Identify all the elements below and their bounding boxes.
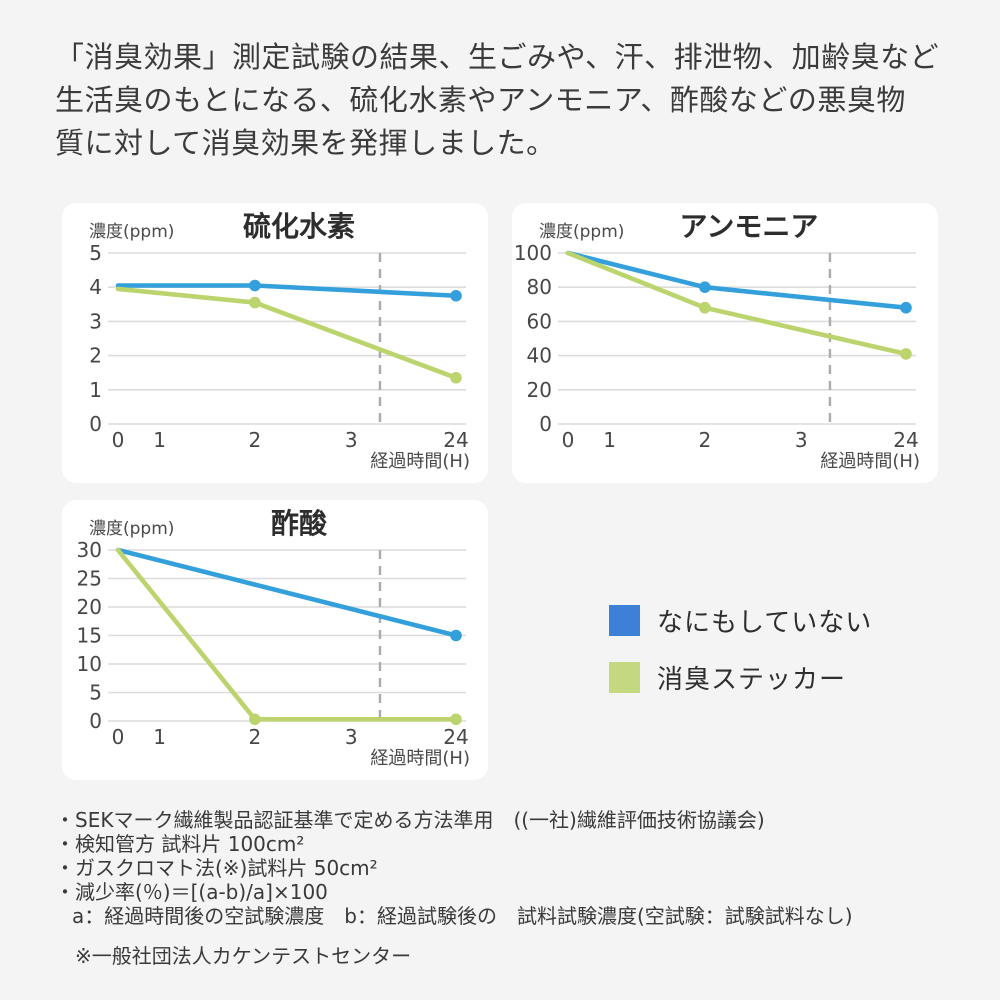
svg-text:0: 0 [112,725,125,749]
svg-text:25: 25 [77,567,102,591]
svg-text:2: 2 [249,428,262,452]
svg-text:100: 100 [514,241,552,265]
chart-title-acetic-acid: 酢酸 [270,507,327,540]
intro-line-3: 質に対して消臭効果を発揮しました。 [55,126,556,160]
svg-text:24: 24 [443,725,468,749]
svg-text:3: 3 [345,725,358,749]
chart-card-ammonia: 濃度(ppm) アンモニア 100 80 60 40 20 0 0 1 2 3 24 経過時間(H) [512,203,938,483]
svg-text:80: 80 [527,275,552,299]
ammonia-line-chart: 100 80 60 40 20 00 1 2 3 24 [514,241,919,452]
legend-label-untreated: なにもしていない [657,608,873,638]
legend-label-deodorant-sticker: 消臭ステッカー [657,665,847,695]
intro-paragraph: 「消臭効果」測定試験の結果、生ごみや、汗、排泄物、加齢臭など 生活臭のもとになる… [55,36,960,165]
svg-text:15: 15 [77,624,102,648]
svg-text:5: 5 [89,241,102,265]
svg-text:24: 24 [443,428,468,452]
legend-item-untreated: なにもしていない [609,602,872,639]
method-notes: ・SEKマーク繊維製品認証基準で定める方法準用 ((一社)繊維評価技術協議会) … [55,808,955,968]
legend-item-deodorant-sticker: 消臭ステッカー [609,659,872,696]
y-axis-unit-label: 濃度(ppm) [539,222,625,242]
chart-card-acetic-acid: 濃度(ppm) 酢酸 30 25 20 15 10 5 0 0 1 2 3 24 経過時間(H) [62,500,488,780]
test-center-note: ※一般社団法人カケンテストセンター [75,944,412,968]
svg-text:60: 60 [527,309,552,333]
svg-text:0: 0 [89,709,102,733]
svg-text:20: 20 [77,595,102,619]
svg-text:3: 3 [795,428,808,452]
hydrogen-sulfide-line-chart: 5 4 3 2 1 00 1 2 3 24 [89,241,468,452]
svg-text:1: 1 [603,428,616,452]
svg-text:24: 24 [893,428,918,452]
svg-text:20: 20 [527,378,552,402]
chart-card-hydrogen-sulfide: 濃度(ppm) 硫化水素 5 4 3 2 1 0 0 1 2 3 24 経過時間(H) [62,203,488,483]
svg-text:5: 5 [89,681,102,705]
x-axis-label: 経過時間(H) [370,451,470,472]
svg-text:0: 0 [89,412,102,436]
note-line-5: a：経過時間後の空試験濃度 b：経過試験後の 試料試験濃度(空試験：試験試料なし… [72,904,853,928]
legend-swatch-blue [609,605,640,636]
intro-line-1: 「消臭効果」測定試験の結果、生ごみや、汗、排泄物、加齢臭など [55,40,940,74]
svg-text:0: 0 [562,428,575,452]
intro-line-2: 生活臭のもとになる、硫化水素やアンモニア、酢酸などの悪臭物 [55,83,906,117]
chart-title-hydrogen-sulfide: 硫化水素 [242,210,355,243]
svg-text:1: 1 [89,378,102,402]
svg-text:10: 10 [77,652,102,676]
legend: なにもしていない 消臭ステッカー [609,602,872,716]
svg-text:30: 30 [77,538,102,562]
svg-text:1: 1 [153,725,166,749]
svg-text:2: 2 [89,344,102,368]
svg-text:2: 2 [249,725,262,749]
y-axis-unit-label: 濃度(ppm) [89,519,175,539]
note-line-4: ・減少率(％)＝[(a-b)/a]×100 [55,880,328,904]
note-line-3: ・ガスクロマト法(※)試料片 50cm² [55,856,378,880]
svg-text:4: 4 [89,275,102,299]
svg-text:40: 40 [527,344,552,368]
svg-text:1: 1 [153,428,166,452]
note-line-2: ・検知管方 試料片 100cm² [55,832,305,856]
legend-swatch-green [609,662,640,693]
x-axis-label: 経過時間(H) [820,451,920,472]
chart-title-ammonia: アンモニア [679,210,819,243]
y-axis-unit-label: 濃度(ppm) [89,222,175,242]
svg-text:2: 2 [699,428,712,452]
svg-text:3: 3 [89,309,102,333]
note-line-1: ・SEKマーク繊維製品認証基準で定める方法準用 ((一社)繊維評価技術協議会) [55,808,765,832]
svg-text:0: 0 [112,428,125,452]
x-axis-label: 経過時間(H) [370,748,470,769]
svg-text:0: 0 [539,412,552,436]
svg-text:3: 3 [345,428,358,452]
